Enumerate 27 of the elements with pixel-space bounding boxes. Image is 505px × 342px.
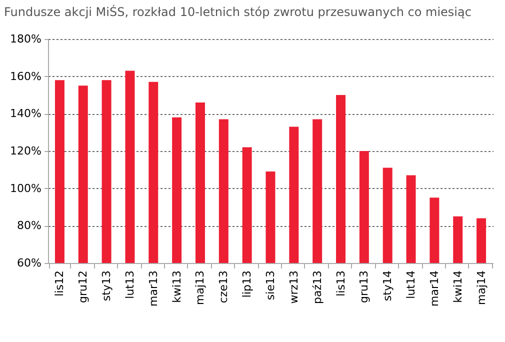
x-tick-label: mar14 — [428, 270, 441, 306]
y-tick-label: 100% — [10, 182, 42, 195]
y-tick-label: 140% — [10, 107, 42, 120]
x-tick-label: sie13 — [264, 270, 277, 300]
x-tick-label: mar13 — [146, 270, 160, 306]
y-tick-label: 160% — [10, 70, 42, 83]
x-tick-label: cze13 — [217, 270, 230, 304]
y-tick-label: 180% — [10, 32, 42, 46]
x-tick-label: lis13 — [334, 270, 348, 296]
x-tick-label: paź13 — [310, 270, 324, 304]
x-tick-label: kwi13 — [170, 270, 184, 303]
x-tick-label: wrz13 — [287, 270, 300, 304]
x-tick-label: sty13 — [100, 270, 114, 302]
x-tick-label: lut14 — [404, 270, 418, 299]
x-tick-label: maj14 — [474, 270, 488, 306]
x-tick-label: lut13 — [123, 270, 136, 299]
y-tick-label: 60% — [17, 256, 42, 270]
x-tick-label: gru13 — [358, 270, 371, 303]
x-tick-label: lip13 — [240, 270, 254, 298]
y-tick-label: 120% — [10, 144, 42, 158]
x-tick-label: lis12 — [53, 270, 66, 296]
x-tick-label: maj13 — [194, 270, 207, 306]
chart-title: Fundusze akcji MiŚS, rozkład 10-letnich stóp zwrotu przesuwanych co miesiąc — [4, 4, 472, 19]
x-tick-label: sty14 — [381, 270, 394, 302]
x-tick-label: kwi14 — [451, 270, 464, 303]
x-tick-label: gru12 — [76, 270, 90, 303]
y-tick-label: 80% — [17, 219, 42, 232]
